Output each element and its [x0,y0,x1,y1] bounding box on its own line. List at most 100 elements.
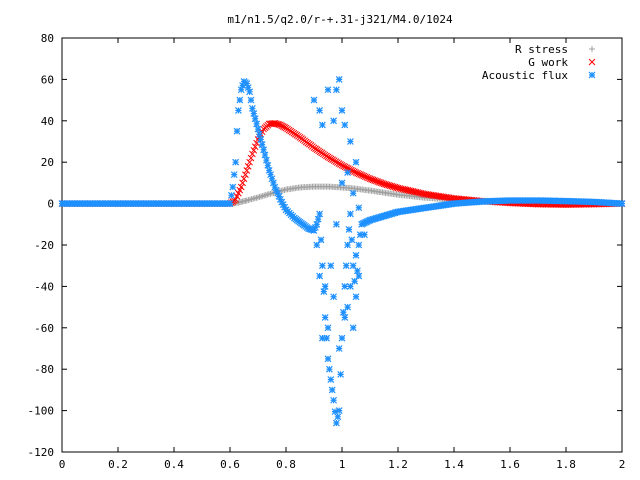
data-point [335,407,343,415]
data-point [274,189,282,197]
data-point [345,226,353,233]
data-point [355,272,363,280]
data-point [340,162,347,170]
data-point [324,355,332,363]
data-point [356,231,364,239]
data-point [243,80,251,87]
data-point [349,167,357,175]
data-point [260,146,268,154]
data-point [253,120,261,128]
data-point [351,277,359,285]
data-point [330,293,338,301]
data-point [310,96,318,104]
x-tick-label: 1.4 [444,458,464,471]
x-tick-label: 0 [59,458,66,471]
data-point [311,223,319,231]
data-point [264,161,272,169]
data-point [257,136,265,143]
data-point [267,171,275,179]
y-tick-label: -40 [34,280,54,293]
data-point [338,179,346,187]
data-point [341,314,349,321]
data-point [360,231,368,239]
data-point [348,236,356,244]
data-point [226,200,234,208]
data-point [328,386,336,394]
data-point [242,171,249,178]
data-point [316,107,324,114]
x-tick-label: 1 [339,458,346,471]
legend-marker [589,46,595,52]
data-point [346,210,354,218]
y-tick-label: -60 [34,322,54,335]
legend-label: G work [528,56,568,69]
x-tick-label: 0.2 [108,458,128,471]
axes: 0 0.2 0.4 0.6 0.8 1 1.2 1.4 1.6 1.8 2 80 60 40 20 0 -20 -… [28,32,626,471]
data-point [232,158,240,166]
plot-frame [61,37,623,453]
data-point [344,241,352,249]
data-point [248,104,256,112]
data-point [314,215,322,223]
data-point [341,121,349,129]
legend-label: Acoustic flux [482,69,568,82]
data-point [261,151,269,159]
data-point [272,186,280,194]
legend-marker [588,71,596,79]
data-point [618,200,626,208]
data-point [279,201,287,209]
data-point [346,138,354,145]
data-point [268,175,276,183]
data-point [349,189,357,197]
data-point [265,167,273,174]
data-point [271,183,279,191]
y-tick-label: -100 [28,405,55,418]
data-point [262,156,270,164]
data-point [324,86,332,94]
data-point [355,204,363,212]
data-point [246,158,253,166]
data-point [338,161,346,169]
data-point [276,196,284,203]
data-point [317,236,325,244]
data-point [321,282,329,290]
data-point [344,303,352,311]
data-point [355,241,363,249]
data-point [229,183,237,191]
data-point [331,408,339,416]
data-point [323,334,331,342]
x-tick-label: 0.8 [276,458,296,471]
data-point [353,267,361,275]
legend-marker [588,58,596,66]
data-point [341,163,349,171]
data-point [330,396,338,404]
data-point [275,192,283,200]
y-tick-label: -120 [28,446,55,459]
series-layer [58,75,626,427]
data-point [320,288,328,295]
data-point [337,370,345,378]
x-tick-label: 1.2 [388,458,408,471]
y-tick-label: 60 [41,73,54,86]
data-point [341,282,349,290]
data-point [244,84,252,92]
y-tick-label: -80 [34,363,54,376]
y-tick-label: -20 [34,239,54,252]
data-point [250,146,258,154]
series-g-work [58,119,626,208]
data-point [316,210,324,218]
data-point [349,324,357,332]
data-point [332,86,340,94]
data-point [349,262,357,270]
data-point [339,308,347,316]
data-point [352,293,360,301]
data-point [321,314,329,321]
data-point [335,345,343,352]
data-point [278,198,286,206]
legend-label: R stress [515,43,568,56]
data-point [247,96,255,104]
data-point [318,262,326,270]
data-point [352,251,360,259]
data-point [251,143,259,151]
